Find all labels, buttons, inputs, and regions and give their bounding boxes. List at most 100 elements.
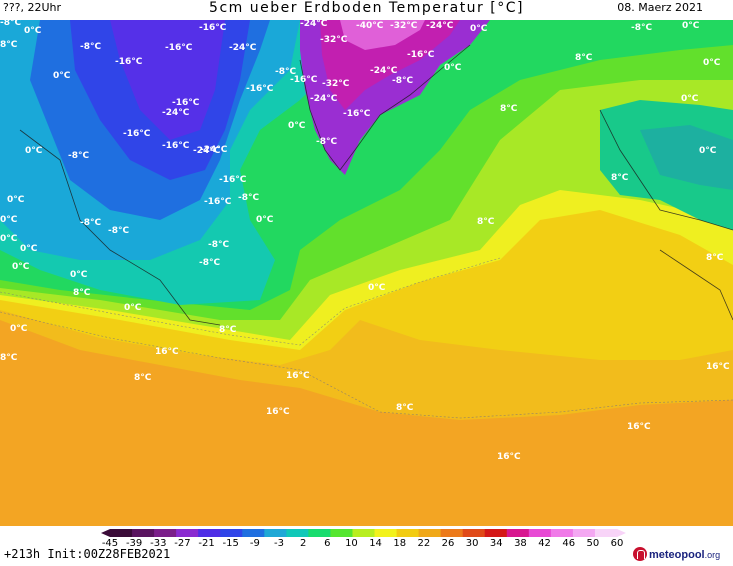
run-info: +213h Init:00Z28FEB2021 bbox=[4, 547, 171, 561]
legend-swatch bbox=[132, 529, 155, 537]
legend-swatch bbox=[352, 529, 376, 537]
legend-tick-label: 2 bbox=[300, 538, 306, 547]
temperature-label: 0°C bbox=[124, 303, 142, 313]
temperature-label: 0°C bbox=[288, 121, 306, 131]
temperature-label: 0°C bbox=[0, 215, 18, 225]
temperature-label: 0°C bbox=[10, 324, 28, 334]
brand-link[interactable]: meteopool.org bbox=[633, 547, 720, 563]
temperature-label: 16°C bbox=[155, 347, 179, 357]
temperature-label: -8°C bbox=[80, 42, 101, 52]
temperature-label: 16°C bbox=[497, 452, 521, 462]
legend-tick-label: -15 bbox=[223, 538, 239, 547]
temperature-label: 0°C bbox=[0, 234, 18, 244]
temperature-label: 8°C bbox=[0, 40, 18, 50]
legend-tick-label: 60 bbox=[611, 538, 624, 547]
legend-swatches bbox=[110, 529, 618, 537]
temperature-label: 8°C bbox=[477, 217, 495, 227]
temperature-label: -40°C bbox=[356, 21, 384, 31]
temperature-label: -16°C bbox=[343, 109, 371, 119]
temperature-label: 0°C bbox=[12, 262, 30, 272]
temperature-label: -8°C bbox=[631, 23, 652, 33]
temperature-label: -32°C bbox=[390, 21, 418, 31]
temperature-label: -16°C bbox=[172, 98, 200, 108]
temperature-label: 8°C bbox=[0, 353, 18, 363]
legend-swatch bbox=[418, 529, 442, 537]
legend-swatch bbox=[484, 529, 508, 537]
legend-tick-label: 6 bbox=[324, 538, 330, 547]
map-footer: -45 -39 -33 -27 -21 -15 -9 -3 2 6 10 14 18 22 26 30 34 38… bbox=[0, 526, 733, 566]
map-title: 5cm ueber Erdboden Temperatur [°C] bbox=[209, 0, 524, 16]
legend-swatch bbox=[440, 529, 464, 537]
legend-tick-label: -21 bbox=[198, 538, 214, 547]
legend-arrow-right bbox=[617, 529, 626, 537]
temperature-label: 16°C bbox=[706, 362, 730, 372]
legend-tick-labels: -45 -39 -33 -27 -21 -15 -9 -3 2 6 10 14 18 22 26 30 34 38… bbox=[102, 538, 624, 547]
temperature-label: -16°C bbox=[407, 50, 435, 60]
isotherms bbox=[0, 257, 733, 419]
legend-tick-label: 10 bbox=[345, 538, 358, 547]
forecast-day-time: ???, 22Uhr bbox=[3, 1, 62, 14]
temperature-label: 0°C bbox=[470, 24, 488, 34]
legend-swatch bbox=[220, 529, 243, 537]
legend-swatch bbox=[242, 529, 265, 537]
coastlines bbox=[19, 44, 733, 326]
temperature-label: 0°C bbox=[256, 215, 274, 225]
color-scale-legend: -45 -39 -33 -27 -21 -15 -9 -3 2 6 10 14 18 22 26 30 34 38… bbox=[101, 529, 626, 547]
temperature-label: 8°C bbox=[396, 403, 414, 413]
brand-tld: .org bbox=[704, 550, 721, 560]
temperature-label: -8°C bbox=[275, 67, 296, 77]
legend-swatch bbox=[550, 529, 574, 537]
temperature-label: -8°C bbox=[392, 76, 413, 86]
legend-swatch bbox=[330, 529, 353, 537]
temperature-label: 0°C bbox=[699, 146, 717, 156]
temperature-label: -24°C bbox=[426, 21, 454, 31]
legend-tick-label: -27 bbox=[174, 538, 190, 547]
legend-tick-label: 22 bbox=[417, 538, 430, 547]
legend-tick-label: 46 bbox=[562, 538, 575, 547]
legend-tick-label: 26 bbox=[442, 538, 455, 547]
temperature-label: -16°C bbox=[290, 75, 318, 85]
temperature-label: -8°C bbox=[208, 240, 229, 250]
legend-tick-label: 38 bbox=[514, 538, 527, 547]
legend-tick-label: -3 bbox=[274, 538, 284, 547]
field-greenland-peak bbox=[340, 20, 425, 50]
temperature-label: 8°C bbox=[575, 53, 593, 63]
legend-swatch bbox=[594, 529, 618, 537]
legend-swatch bbox=[374, 529, 398, 537]
temperature-label: -24°C bbox=[229, 43, 257, 53]
brand-logo-icon bbox=[633, 547, 647, 561]
temperature-label: 16°C bbox=[286, 371, 310, 381]
legend-swatch bbox=[506, 529, 530, 537]
temperature-label: -16°C bbox=[246, 84, 274, 94]
temperature-label: 8°C bbox=[611, 173, 629, 183]
legend-tick-label: -33 bbox=[150, 538, 166, 547]
temperature-label: -24°C bbox=[200, 145, 228, 155]
temperature-label: -16°C bbox=[162, 141, 190, 151]
temperature-label: -8°C bbox=[80, 218, 101, 228]
temperature-label: 0°C bbox=[25, 146, 43, 156]
temperature-label: -24°C bbox=[370, 66, 398, 76]
temperature-map: 0°C -8°C -16°C -16°C -24°C -24°C -40°C -… bbox=[0, 20, 733, 526]
temperature-label: 8°C bbox=[134, 373, 152, 383]
temperature-label: -8°C bbox=[0, 20, 21, 28]
temperature-label: -24°C bbox=[193, 146, 221, 156]
temperature-label: -16°C bbox=[165, 43, 193, 53]
legend-tick-label: 14 bbox=[369, 538, 382, 547]
temperature-label: 16°C bbox=[627, 422, 651, 432]
temperature-label: -24°C bbox=[310, 94, 338, 104]
temperature-label: -24°C bbox=[162, 108, 190, 118]
legend-tick-label: -9 bbox=[250, 538, 260, 547]
temperature-label: -8°C bbox=[238, 193, 259, 203]
temperature-label: 0°C bbox=[368, 283, 386, 293]
temperature-label: 0°C bbox=[7, 195, 25, 205]
temperature-label: 0°C bbox=[703, 58, 721, 68]
temperature-label: -16°C bbox=[115, 57, 143, 67]
brand-name: meteopool bbox=[649, 549, 705, 561]
legend-arrow-left bbox=[101, 529, 110, 537]
temperature-label: -16°C bbox=[204, 197, 232, 207]
legend-swatch bbox=[264, 529, 287, 537]
legend-swatch bbox=[110, 529, 133, 537]
legend-swatch bbox=[286, 529, 309, 537]
temperature-label: 0°C bbox=[681, 94, 699, 104]
temperature-label: -32°C bbox=[322, 79, 350, 89]
